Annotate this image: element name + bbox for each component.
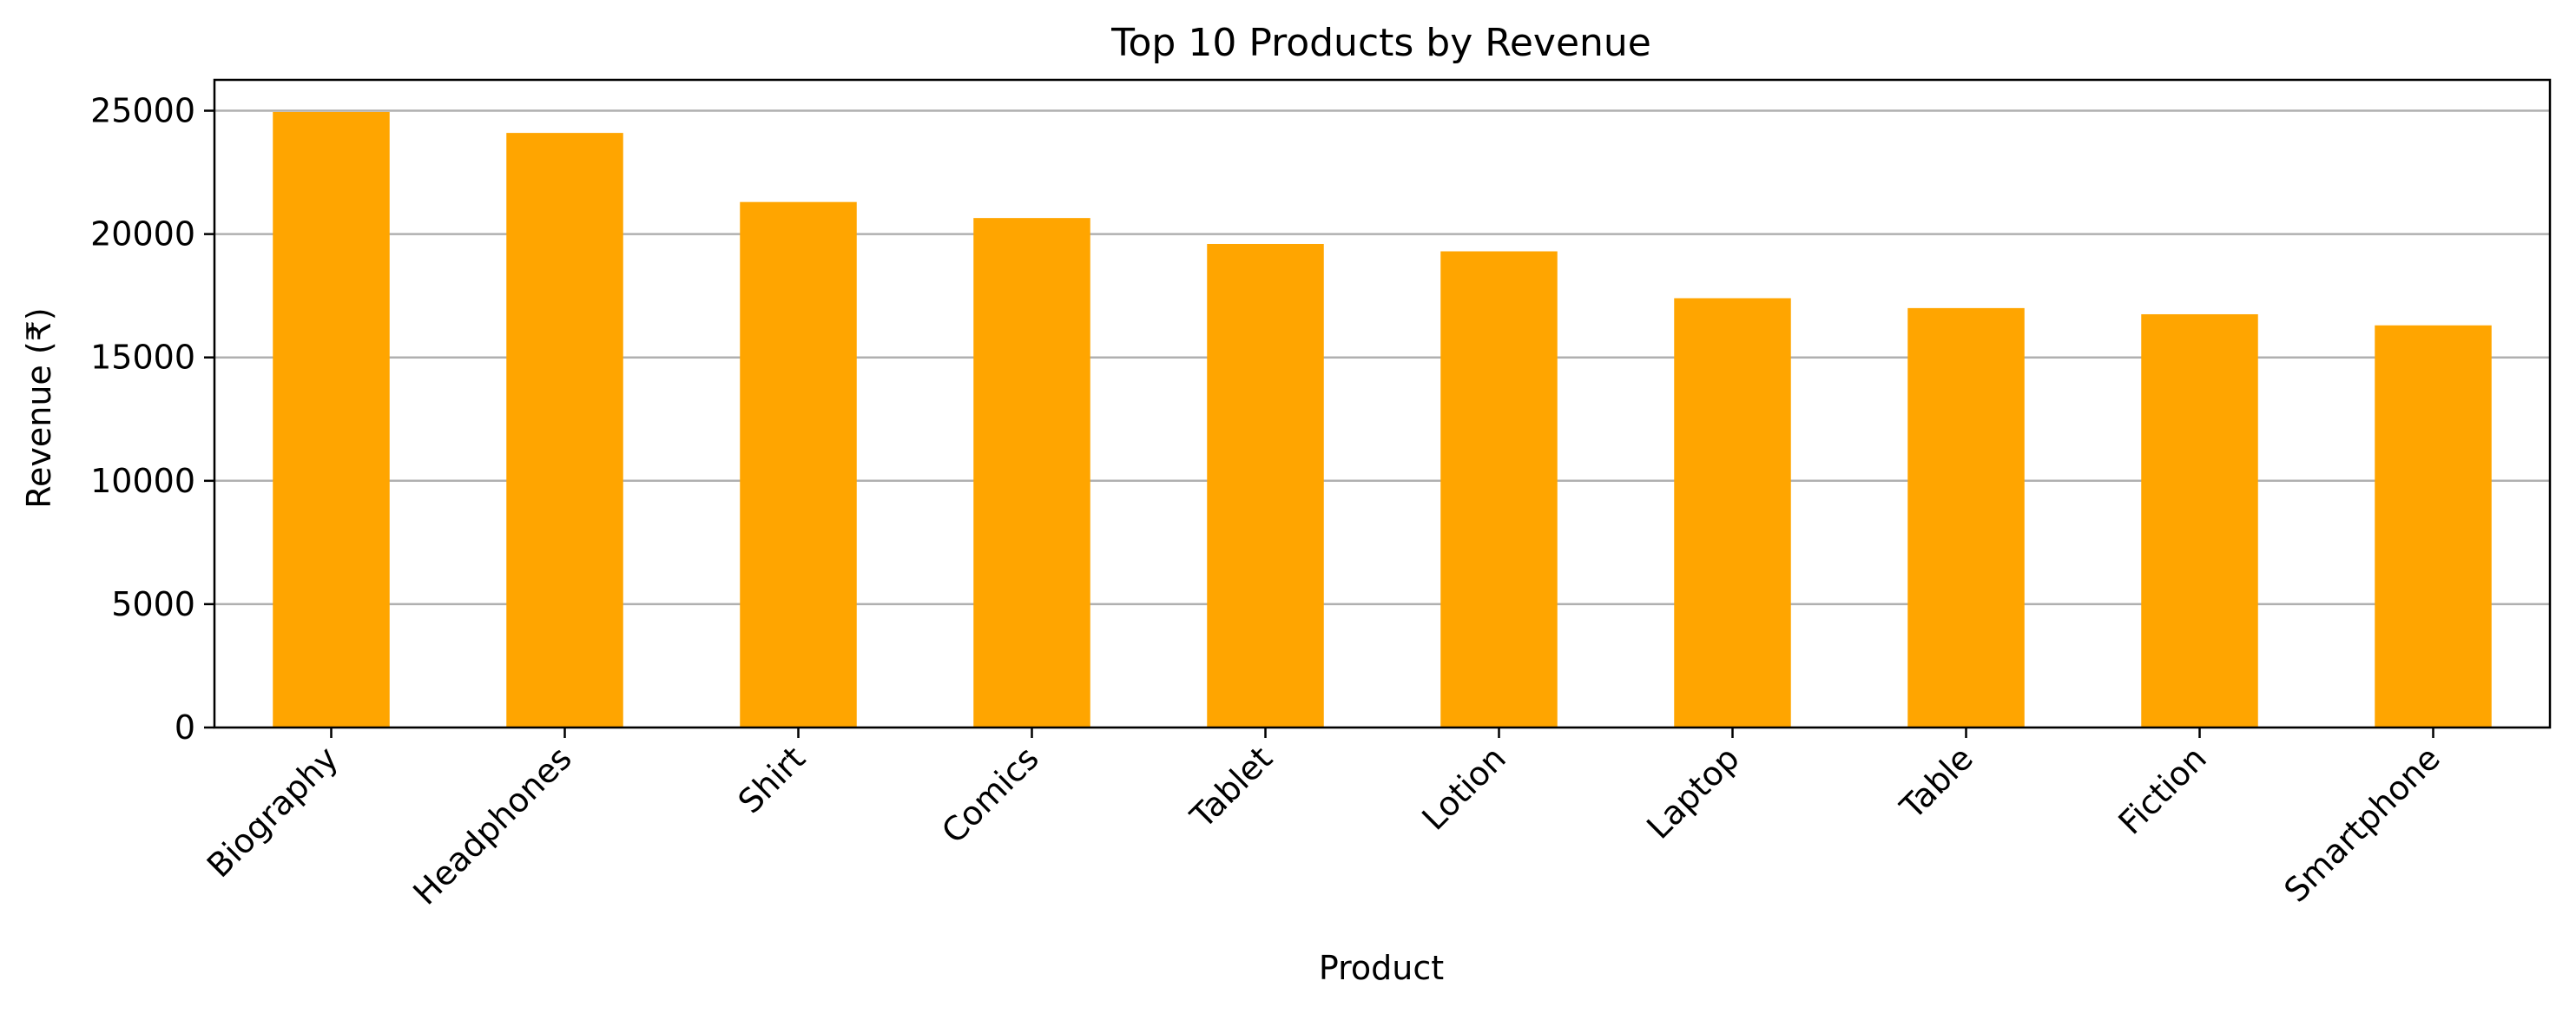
bars [273,111,2492,728]
x-axis: Biography Headphones Shirt Comics Tablet Loti… [200,728,2448,912]
bar [973,218,1090,728]
x-tick-label: Headphones [405,739,578,912]
y-tick-label: 20000 [90,215,195,254]
x-tick-label: Lotion [1414,739,1513,838]
y-tick-label: 10000 [90,462,195,500]
x-tick-label: Tablet [1183,739,1280,836]
bar [2375,325,2492,728]
x-tick-label: Smartphone [2276,739,2447,909]
y-tick-label: 0 [175,708,195,747]
plot-frame [213,78,2552,729]
x-tick-label: Table [1893,739,1980,826]
bar [1440,251,1558,728]
y-tick-label: 25000 [90,92,195,130]
chart-title: Top 10 Products by Revenue [1110,21,1651,65]
y-tick-label: 15000 [90,339,195,377]
bar [1674,298,1791,728]
x-tick-label: Shirt [731,739,813,820]
x-axis-label: Product [1319,949,1444,987]
bar [1907,307,2025,728]
x-tick-label: Laptop [1639,739,1747,846]
bar [273,111,390,728]
y-tick-label: 5000 [111,585,195,623]
x-tick-label: Fiction [2112,739,2214,841]
bar [506,133,623,728]
x-tick-label: Biography [200,739,346,885]
bar [1207,243,1324,728]
x-tick-label: Comics [934,739,1046,851]
y-axis: 0 5000 10000 15000 20000 25000 [90,92,214,747]
bar [740,201,857,728]
bar [2141,313,2258,728]
y-axis-label: Revenue (₹) [20,307,58,508]
